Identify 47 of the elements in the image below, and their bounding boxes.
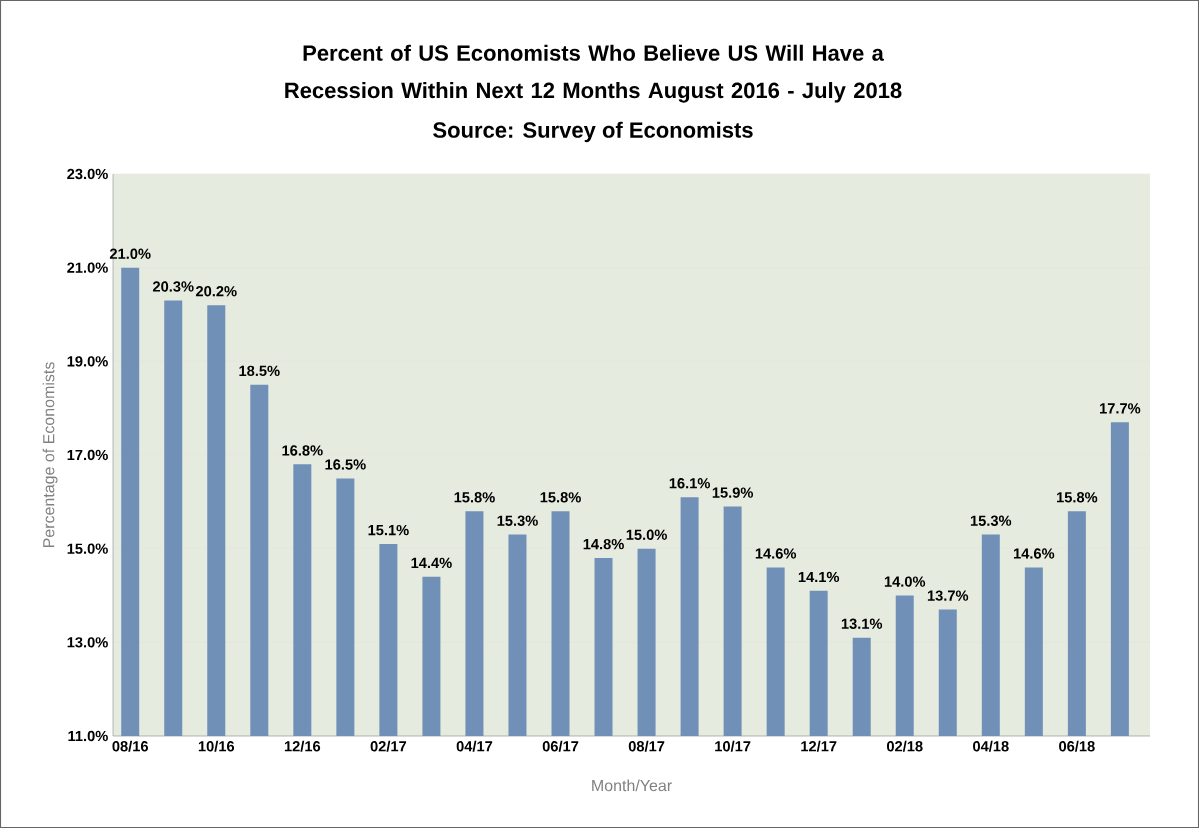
x-tick-label: 12/17 [801, 740, 837, 752]
data-label: 15.3% [497, 515, 538, 526]
x-tick-label: 12/16 [284, 740, 321, 752]
source-note: Source: Survey of Economists [433, 121, 753, 143]
y-tick-label: 17.0% [67, 449, 108, 461]
data-label: 20.3% [152, 281, 194, 292]
y-axis-title: Percentage of Economists [42, 362, 58, 548]
x-tick-label: 08/17 [628, 740, 665, 752]
data-label: 14.4% [411, 557, 452, 569]
data-label: 15.1% [368, 524, 409, 536]
data-label: 15.8% [1056, 492, 1098, 503]
data-label: 15.0% [626, 529, 667, 540]
y-tick-label: 11.0% [68, 730, 108, 742]
data-label: 21.0% [109, 248, 151, 259]
data-label: 13.1% [841, 618, 883, 629]
chart-title: Percent of US Economists Who Believe US Will Have a Recession Within Next 12 Months August 2016 - July 2018 [285, 44, 902, 103]
x-tick-label: 06/17 [542, 740, 579, 752]
data-label: 14.1% [798, 571, 840, 583]
data-label: 16.5% [325, 459, 366, 470]
x-tick-label: 04/17 [456, 740, 493, 752]
x-tick-label: 10/16 [198, 740, 235, 752]
data-label: 14.6% [1013, 548, 1055, 559]
data-label: 20.2% [195, 286, 237, 297]
y-tick-label: 13.0% [67, 637, 108, 648]
x-tick-label: 06/18 [1059, 740, 1095, 752]
data-label: 15.8% [454, 492, 495, 503]
x-tick-label: 10/17 [715, 740, 751, 752]
data-label: 16.8% [282, 445, 323, 456]
x-tick-label: 08/16 [112, 740, 149, 752]
y-tick-label: 23.0% [67, 168, 108, 180]
y-tick-label: 15.0% [67, 543, 108, 554]
data-label: 15.3% [970, 515, 1012, 526]
data-label: 14.8% [583, 538, 624, 550]
data-label: 15.8% [540, 492, 581, 503]
y-tick-label: 19.0% [67, 356, 108, 367]
data-label: 15.9% [712, 487, 754, 498]
data-label: 18.5% [239, 365, 280, 377]
x-tick-label: 02/18 [886, 740, 923, 752]
data-label: 17.7% [1100, 403, 1141, 414]
data-label: 14.6% [755, 548, 797, 559]
x-axis-title: Month/Year [592, 779, 672, 792]
y-tick-label: 21.0% [67, 262, 108, 273]
data-label: 13.7% [927, 590, 969, 601]
data-label: 16.1% [669, 478, 710, 489]
x-tick-label: 04/18 [973, 740, 1009, 752]
data-label: 14.0% [884, 576, 926, 587]
x-tick-label: 02/17 [370, 740, 407, 752]
